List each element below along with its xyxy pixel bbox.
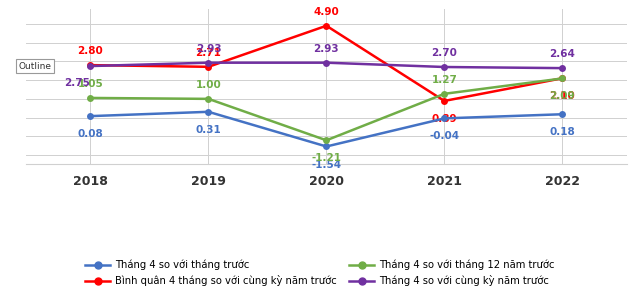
Text: 0.08: 0.08 — [77, 129, 103, 139]
Text: 2.70: 2.70 — [431, 48, 458, 58]
Text: -1.54: -1.54 — [311, 160, 342, 170]
Text: 2.93: 2.93 — [314, 44, 339, 54]
Text: 1.05: 1.05 — [77, 79, 103, 89]
Text: 2.10: 2.10 — [550, 91, 575, 101]
Text: 2.71: 2.71 — [195, 48, 221, 58]
Text: 2.93: 2.93 — [196, 44, 221, 54]
Text: 0.89: 0.89 — [431, 114, 457, 124]
Text: 1.27: 1.27 — [431, 75, 458, 85]
Text: Outline: Outline — [19, 62, 51, 70]
Text: 2.75: 2.75 — [63, 78, 90, 88]
Text: -1.21: -1.21 — [312, 153, 341, 163]
Text: 0.18: 0.18 — [550, 127, 575, 137]
Text: 2.64: 2.64 — [549, 49, 575, 59]
Text: 0.31: 0.31 — [196, 125, 221, 135]
Text: 1.00: 1.00 — [196, 80, 221, 90]
Text: 4.90: 4.90 — [314, 7, 339, 17]
Legend: Tháng 4 so với tháng trước, Bình quân 4 tháng so với cùng kỳ năm trước, Tháng 4 : Tháng 4 so với tháng trước, Bình quân 4 … — [81, 255, 559, 291]
Text: -0.04: -0.04 — [429, 131, 460, 141]
Text: 2.80: 2.80 — [77, 46, 103, 56]
Text: 2.09: 2.09 — [550, 91, 575, 102]
